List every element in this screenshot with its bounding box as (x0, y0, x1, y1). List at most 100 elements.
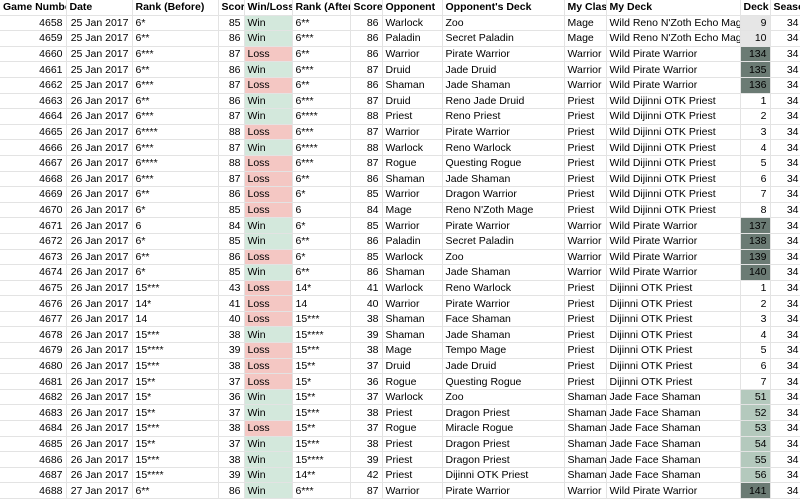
table-cell[interactable]: 4665 (0, 124, 67, 141)
table-cell[interactable]: 4 (740, 326, 771, 344)
table-cell[interactable]: 14** (292, 467, 351, 484)
table-cell[interactable]: 3 (740, 311, 771, 328)
table-cell[interactable]: 38 (218, 358, 245, 375)
table-cell[interactable]: 4662 (0, 77, 67, 94)
table-cell[interactable]: Jade Face Shaman (606, 404, 741, 422)
table-cell[interactable]: 26 Jan 2017 (66, 249, 133, 266)
table-cell[interactable]: 34 (770, 420, 800, 437)
column-header[interactable]: My Deck (606, 0, 741, 16)
table-cell[interactable]: 41 (218, 295, 245, 312)
table-cell[interactable]: Wild Dijinni OTK Priest (606, 171, 741, 188)
table-cell[interactable]: 85 (350, 186, 383, 203)
table-cell[interactable]: 4682 (0, 389, 67, 406)
table-cell[interactable]: 14 (132, 311, 219, 328)
table-cell[interactable]: 6**** (132, 155, 219, 172)
table-cell[interactable]: Pirate Warrior (442, 46, 565, 63)
table-cell[interactable]: 4686 (0, 451, 67, 468)
table-cell[interactable]: Win (244, 30, 293, 47)
table-cell[interactable]: 6* (132, 264, 219, 281)
table-cell[interactable]: Wild Pirate Warrior (606, 249, 741, 266)
table-cell[interactable]: Dijinni OTK Priest (606, 342, 741, 359)
table-cell[interactable]: 38 (218, 326, 245, 344)
table-cell[interactable]: 6*** (132, 108, 219, 125)
table-cell[interactable]: 51 (740, 389, 771, 406)
table-cell[interactable]: 34 (770, 139, 800, 156)
table-cell[interactable]: Loss (244, 311, 293, 328)
table-cell[interactable]: Dijinni OTK Priest (606, 373, 741, 390)
table-cell[interactable]: Rogue (382, 420, 443, 437)
table-cell[interactable]: 15*** (292, 436, 351, 453)
table-cell[interactable]: 34 (770, 202, 800, 219)
table-cell[interactable]: 26 Jan 2017 (66, 155, 133, 172)
table-cell[interactable]: 26 Jan 2017 (66, 404, 133, 422)
table-cell[interactable]: Win (244, 326, 293, 344)
table-cell[interactable]: 7 (740, 373, 771, 390)
table-cell[interactable]: Tempo Mage (442, 342, 565, 359)
table-cell[interactable]: Warrior (564, 46, 607, 63)
table-cell[interactable]: 15**** (292, 326, 351, 344)
table-cell[interactable]: 38 (218, 420, 245, 437)
table-cell[interactable]: 1 (740, 93, 771, 110)
table-cell[interactable]: Loss (244, 202, 293, 219)
table-cell[interactable]: 4673 (0, 249, 67, 266)
table-cell[interactable]: 6*** (292, 155, 351, 172)
table-cell[interactable]: 87 (350, 61, 383, 78)
table-cell[interactable]: 87 (218, 171, 245, 188)
table-cell[interactable]: 37 (218, 373, 245, 390)
table-cell[interactable]: Warrior (382, 46, 443, 63)
table-cell[interactable]: Priest (564, 139, 607, 156)
table-cell[interactable]: 26 Jan 2017 (66, 389, 133, 406)
table-cell[interactable]: Win (244, 15, 293, 32)
table-cell[interactable]: Shaman (564, 451, 607, 468)
table-cell[interactable]: Jade Face Shaman (606, 420, 741, 437)
table-cell[interactable]: 6 (292, 202, 351, 219)
table-cell[interactable]: 6* (292, 217, 351, 234)
table-cell[interactable]: 2 (740, 108, 771, 125)
table-cell[interactable]: Questing Rogue (442, 155, 565, 172)
table-cell[interactable]: Druid (382, 61, 443, 78)
column-header[interactable]: Game Number (0, 0, 67, 16)
table-cell[interactable]: Pirate Warrior (442, 482, 565, 499)
table-cell[interactable]: Wild Dijinni OTK Priest (606, 186, 741, 203)
table-cell[interactable]: 34 (770, 404, 800, 422)
table-cell[interactable]: 26 Jan 2017 (66, 342, 133, 359)
table-cell[interactable]: 37 (218, 404, 245, 422)
table-cell[interactable]: 5 (740, 155, 771, 172)
table-cell[interactable]: 6*** (292, 124, 351, 141)
table-cell[interactable]: Mage (382, 202, 443, 219)
table-cell[interactable]: 3 (740, 124, 771, 141)
table-cell[interactable]: Win (244, 264, 293, 281)
table-cell[interactable]: 34 (770, 233, 800, 250)
table-cell[interactable]: 52 (740, 404, 771, 422)
table-cell[interactable]: 6*** (292, 61, 351, 78)
table-cell[interactable]: 15*** (132, 280, 219, 297)
table-cell[interactable]: 2 (740, 295, 771, 312)
table-cell[interactable]: Warrior (564, 482, 607, 499)
table-cell[interactable]: Shaman (382, 77, 443, 94)
table-cell[interactable]: 34 (770, 358, 800, 375)
table-cell[interactable]: Jade Druid (442, 358, 565, 375)
table-cell[interactable]: Win (244, 217, 293, 234)
column-header[interactable]: Date (66, 0, 133, 16)
table-cell[interactable]: Jade Shaman (442, 264, 565, 281)
table-cell[interactable]: Warrior (382, 186, 443, 203)
table-cell[interactable]: Priest (564, 108, 607, 125)
table-cell[interactable]: Warlock (382, 139, 443, 156)
table-cell[interactable]: Warrior (564, 217, 607, 234)
table-cell[interactable]: 34 (770, 264, 800, 281)
table-cell[interactable]: 88 (218, 124, 245, 141)
table-cell[interactable]: 4684 (0, 420, 67, 437)
table-cell[interactable]: Shaman (564, 467, 607, 484)
table-cell[interactable]: 87 (218, 77, 245, 94)
table-cell[interactable]: 6*** (292, 30, 351, 47)
table-cell[interactable]: Dragon Priest (442, 451, 565, 468)
table-cell[interactable]: 4687 (0, 467, 67, 484)
table-cell[interactable]: Jade Face Shaman (606, 389, 741, 406)
table-cell[interactable]: 86 (350, 30, 383, 47)
table-cell[interactable]: 4 (740, 139, 771, 156)
column-header[interactable]: My Class (564, 0, 607, 16)
table-cell[interactable]: 34 (770, 482, 800, 499)
table-cell[interactable]: 26 Jan 2017 (66, 217, 133, 234)
table-cell[interactable]: Priest (564, 171, 607, 188)
table-cell[interactable]: Warrior (382, 482, 443, 499)
